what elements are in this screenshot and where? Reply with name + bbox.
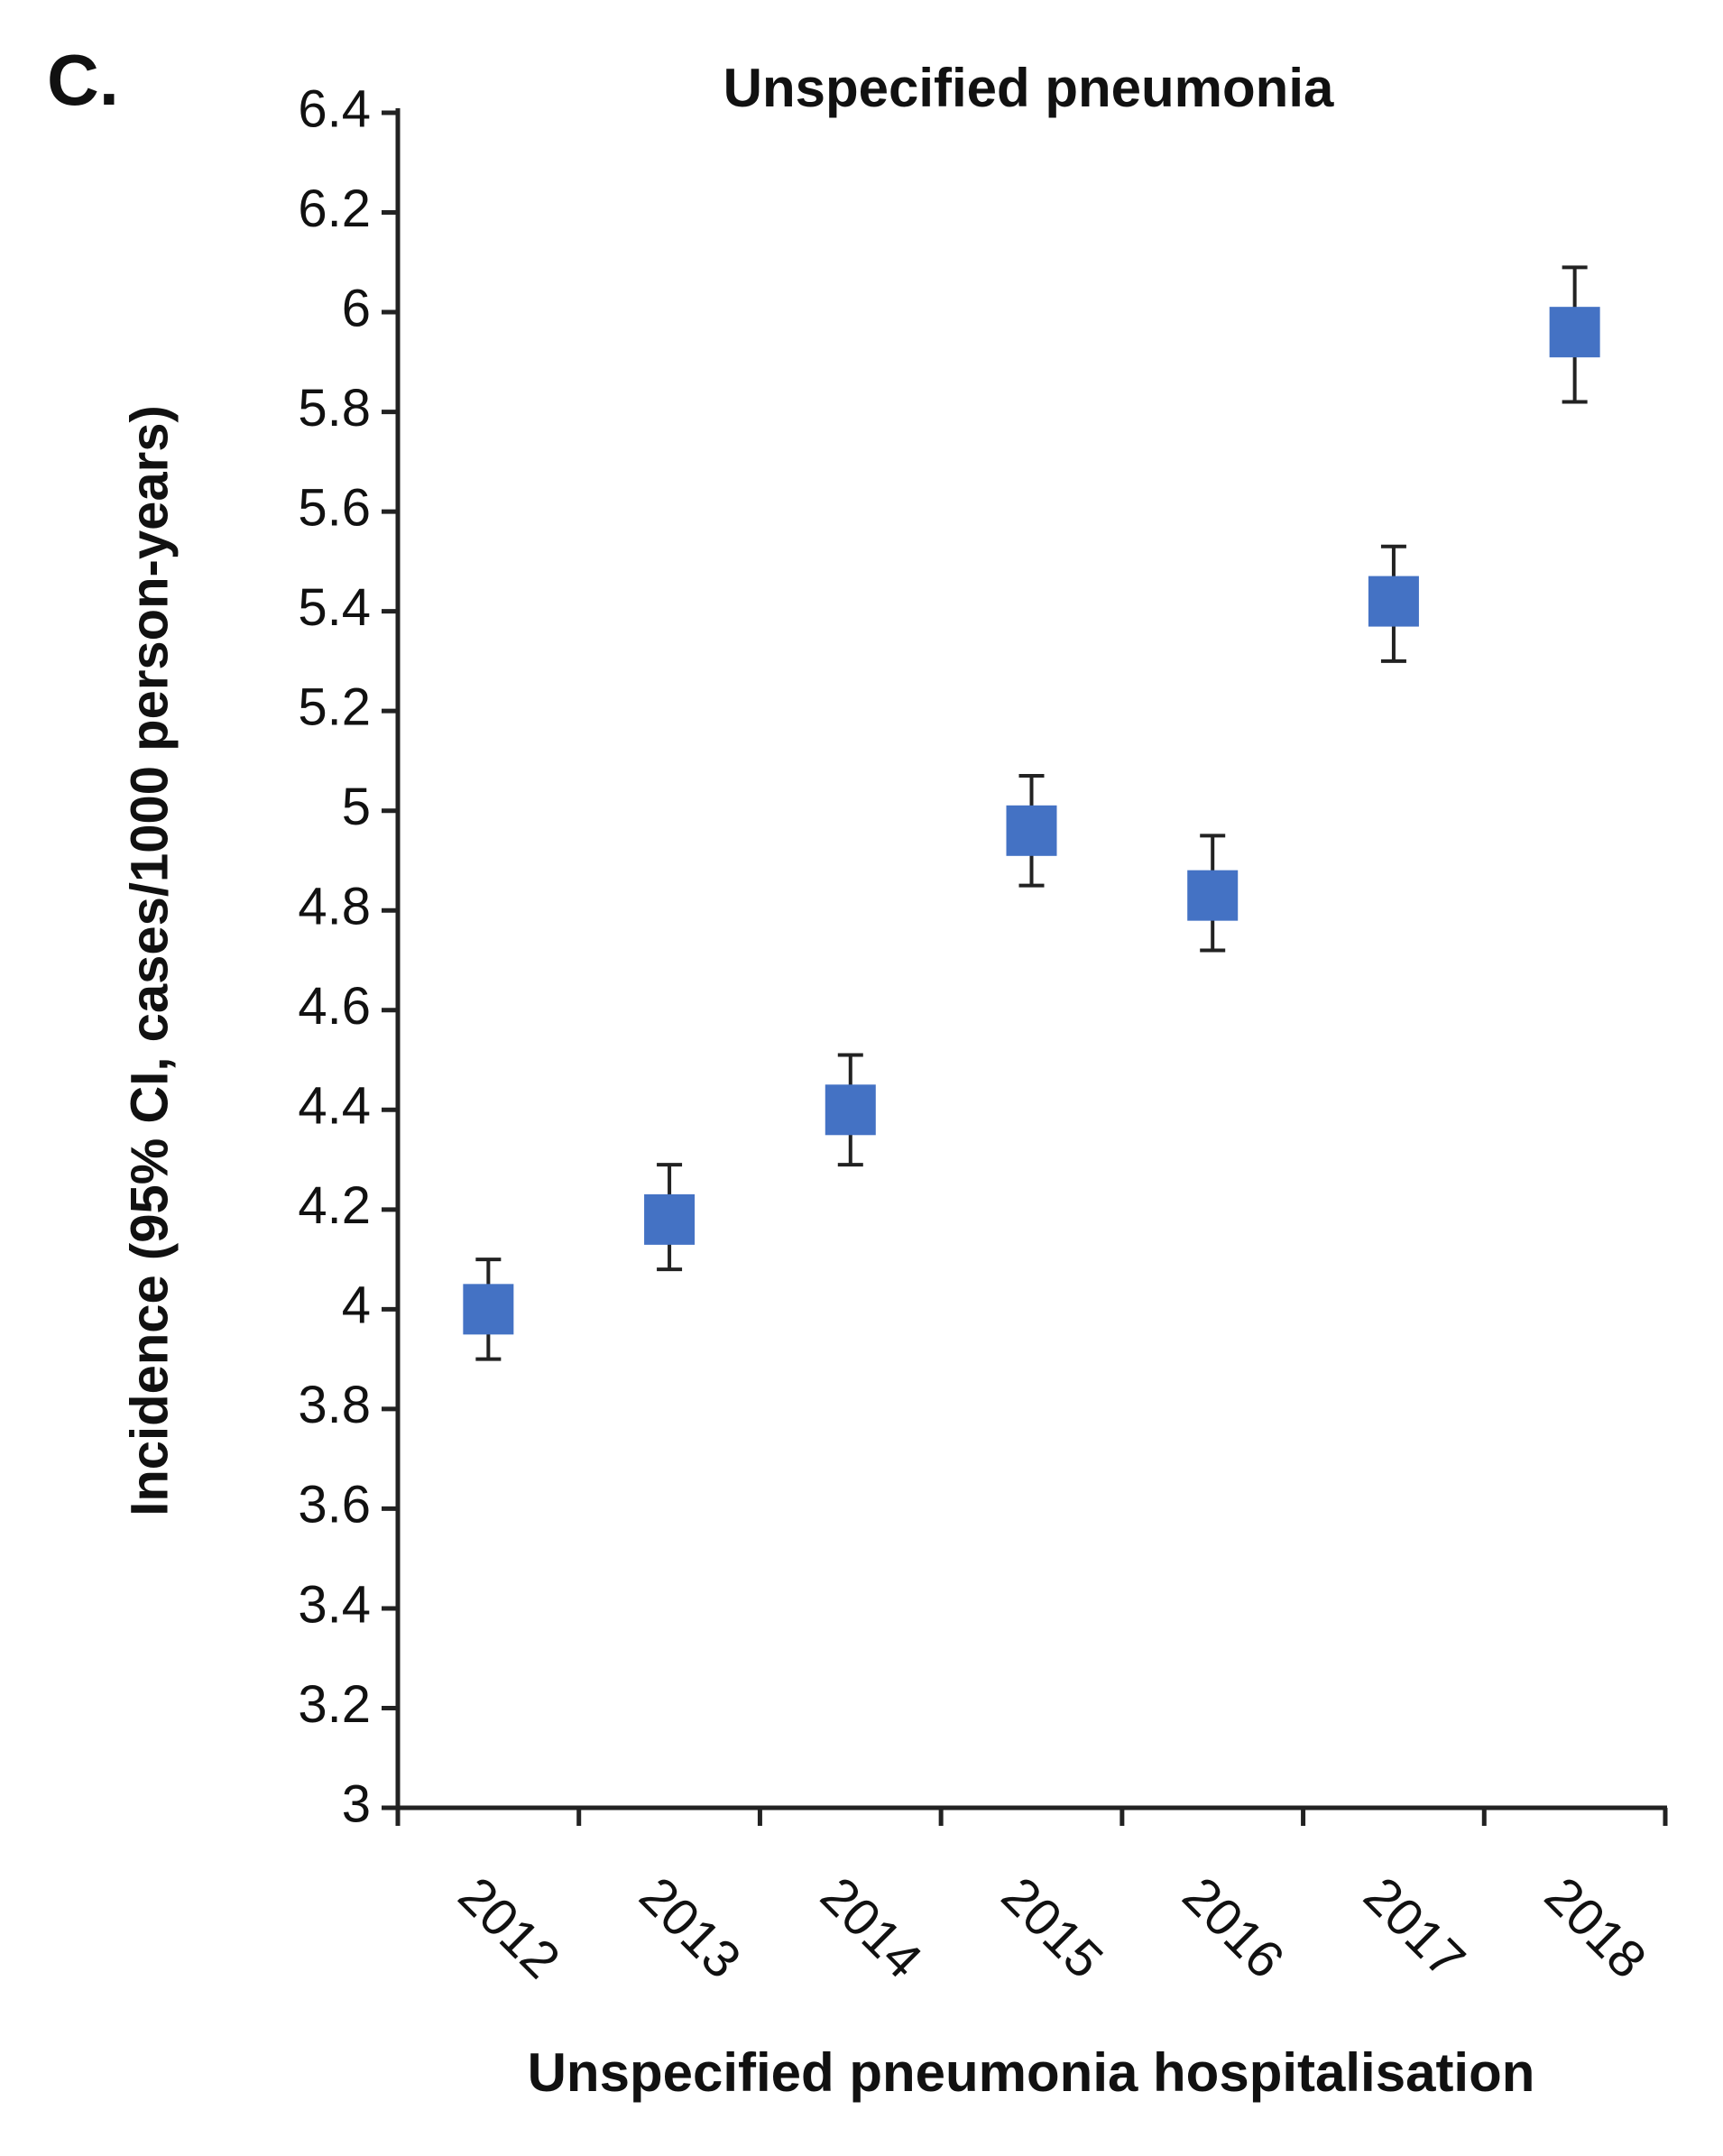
x-tick-label: 2012 (447, 1866, 571, 1989)
y-tick-label: 3.2 (298, 1675, 371, 1734)
marker (644, 1193, 696, 1245)
marker (1006, 805, 1057, 856)
marker (463, 1284, 514, 1335)
y-tick-label: 3.8 (298, 1376, 371, 1434)
y-tick-label: 6.2 (298, 180, 371, 238)
x-tick-label: 2015 (990, 1866, 1114, 1989)
y-tick-label: 5 (342, 778, 371, 836)
y-tick-label: 3.6 (298, 1476, 371, 1534)
marker (825, 1084, 876, 1136)
marker (1549, 307, 1600, 358)
x-tick-label: 2017 (1352, 1866, 1476, 1989)
x-tick-label: 2013 (628, 1866, 751, 1989)
marker (1368, 576, 1419, 627)
marker (1187, 870, 1239, 921)
x-tick-label: 2014 (809, 1866, 933, 1989)
y-tick-label: 6.4 (298, 79, 371, 138)
y-tick-label: 4.8 (298, 878, 371, 936)
y-axis-label: Incidence (95% CI, cases/1000 person-yea… (120, 405, 179, 1516)
y-tick-label: 4.4 (298, 1077, 371, 1136)
y-tick-label: 4 (342, 1276, 371, 1335)
y-tick-label: 3.4 (298, 1575, 371, 1634)
y-tick-label: 3 (342, 1774, 371, 1833)
x-tick-label: 2018 (1534, 1866, 1657, 1989)
y-tick-label: 5.8 (298, 379, 371, 438)
y-tick-label: 5.2 (298, 678, 371, 737)
x-axis-label: Unspecified pneumonia hospitalisation (528, 2042, 1535, 2103)
y-tick-label: 5.4 (298, 578, 371, 637)
chart-title: Unspecified pneumonia (723, 58, 1334, 118)
y-tick-label: 4.2 (298, 1176, 371, 1235)
y-tick-label: 6 (342, 279, 371, 337)
y-tick-label: 5.6 (298, 478, 371, 537)
panel-label: C. (47, 40, 119, 120)
y-tick-label: 4.6 (298, 977, 371, 1036)
x-tick-label: 2016 (1172, 1866, 1295, 1989)
